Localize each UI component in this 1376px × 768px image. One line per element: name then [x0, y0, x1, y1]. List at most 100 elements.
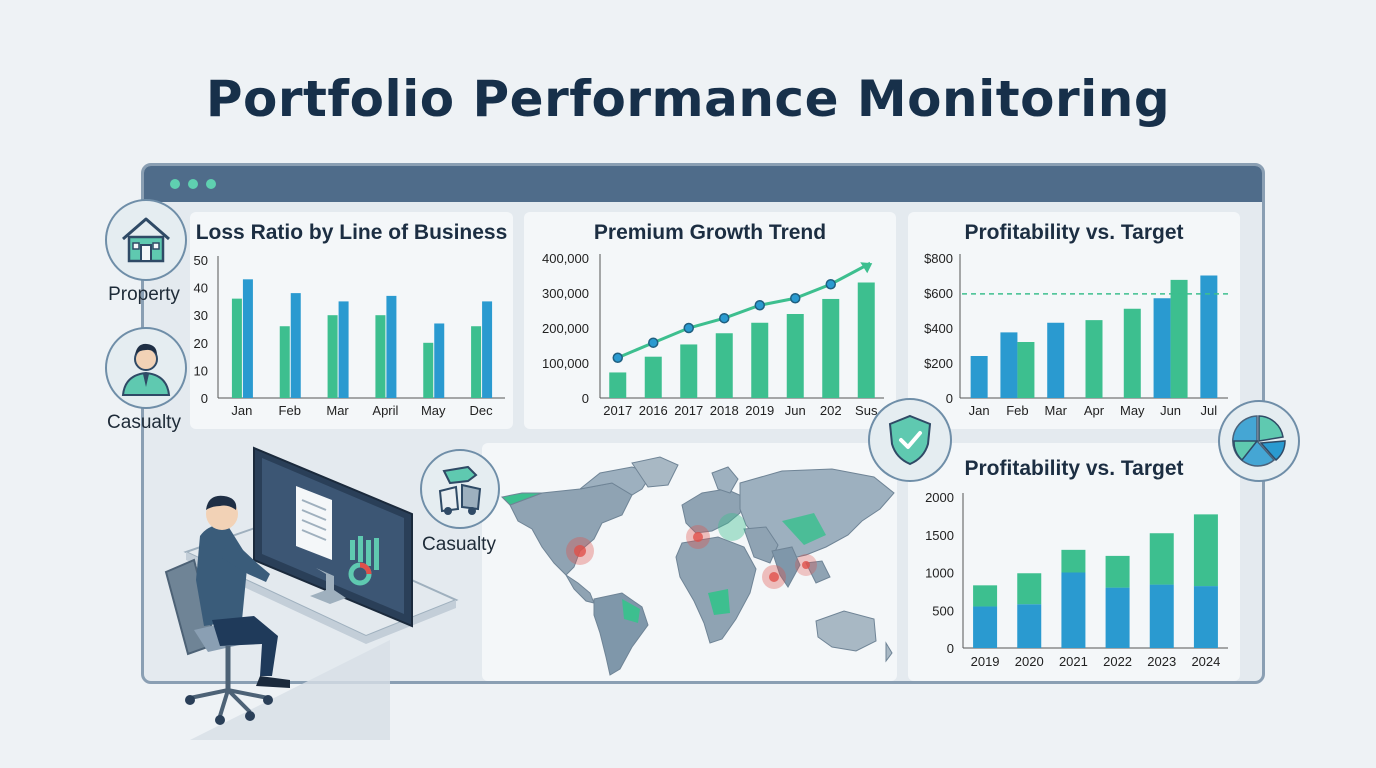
y-tick-label: 1500: [925, 528, 954, 543]
y-tick-label: 20: [194, 336, 208, 351]
map-southeast-asia: [805, 560, 831, 584]
trend-point: [648, 337, 659, 348]
map-africa: [675, 536, 757, 644]
trend-line: [617, 261, 871, 360]
bar-segment: [1193, 586, 1218, 648]
y-tick-label: 300,000: [542, 286, 589, 301]
trend-point: [719, 312, 730, 324]
map-south-america: [593, 592, 649, 676]
bar: [609, 372, 627, 398]
profitability-yearly-title: Profitability vs. Target: [964, 457, 1184, 480]
bar-segment: [1105, 555, 1130, 588]
x-tick-label: 202: [820, 403, 842, 418]
y-tick-label: 1000: [925, 566, 954, 581]
y-tick-label: $800: [924, 251, 953, 266]
x-tick-label: Mar: [1045, 403, 1068, 418]
bar-segment: [1105, 587, 1130, 648]
x-tick-label: May: [421, 403, 446, 418]
bar: [970, 356, 988, 398]
bar-segment: [973, 606, 998, 648]
y-tick-label: 40: [194, 281, 208, 296]
property-label: Property: [108, 284, 180, 305]
bar-segment: [1149, 533, 1174, 585]
x-tick-label: 2017: [674, 403, 703, 418]
map-nz: [885, 641, 893, 663]
x-tick-label: 2020: [1015, 654, 1044, 669]
bar: [1000, 332, 1018, 398]
x-tick-label: Mar: [326, 403, 349, 418]
loss-ratio-chart: 0 10 20 30 40 50 Jan Feb Mar April May Dec: [194, 253, 505, 418]
bar-segment: [1017, 604, 1042, 648]
pie-chart-icon: [1218, 400, 1300, 482]
analyst-illustration: [164, 446, 459, 740]
window-dot-icon[interactable]: [188, 179, 198, 189]
profitability-monthly-title: Profitability vs. Target: [964, 221, 1184, 244]
x-tick-label: 2021: [1059, 654, 1088, 669]
x-tick-label: 2023: [1147, 654, 1176, 669]
bar: [751, 322, 769, 398]
y-tick-label: 0: [582, 391, 589, 406]
bar: [279, 326, 290, 398]
bar: [786, 314, 804, 398]
page-title: Portfolio Performance Monitoring: [205, 70, 1171, 128]
bar: [231, 298, 242, 398]
bar: [242, 279, 253, 398]
bar: [715, 333, 733, 398]
window-dot-icon[interactable]: [206, 179, 216, 189]
bar: [680, 344, 698, 398]
y-tick-label: $400: [924, 321, 953, 336]
y-tick-label: 200,000: [542, 321, 589, 336]
map-hotspot-icon: [802, 561, 810, 569]
map-india: [771, 546, 801, 588]
bar: [857, 282, 875, 398]
x-tick-label: Jul: [1201, 403, 1218, 418]
map-greenland: [631, 456, 679, 488]
map-central-america: [565, 574, 595, 604]
bar: [644, 356, 662, 398]
monitor-stand: [310, 568, 346, 604]
profitability-yearly-chart: 0 500 1000 1500 2000 2019 2020 2021 2022 2023 2024: [925, 490, 1228, 669]
y-tick-label: $200: [924, 356, 953, 371]
bar-segment: [1193, 514, 1218, 587]
x-tick-label: 2018: [710, 403, 739, 418]
trend-point: [825, 279, 836, 290]
floor-shadow: [190, 640, 390, 740]
map-south-america-highlight: [622, 599, 640, 623]
trend-point: [754, 300, 765, 311]
premium-growth-title: Premium Growth Trend: [593, 221, 827, 244]
y-tick-label: 0: [201, 391, 208, 406]
y-tick-label: 30: [194, 308, 208, 323]
x-tick-label: Jan: [231, 403, 252, 418]
bar: [822, 298, 840, 398]
bar-segment: [1061, 549, 1086, 573]
x-tick-label: 2017: [603, 403, 632, 418]
map-hotspot-icon: [718, 513, 746, 541]
premium-growth-chart: 0 100,000 200,000 300,000 400,000 2017 2016 201…: [542, 251, 884, 418]
bar: [1017, 342, 1035, 398]
x-tick-label: Jun: [785, 403, 806, 418]
x-tick-label: Feb: [1006, 403, 1028, 418]
world-map-panel: [482, 443, 897, 681]
person-legs: [212, 616, 278, 676]
map-europe: [681, 488, 745, 534]
bar: [482, 301, 493, 398]
profitability-monthly-chart: 0 $200 $400 $600 $800 Jan Feb Mar Apr May Jun Jul: [924, 251, 1228, 418]
window-dot-icon[interactable]: [170, 179, 180, 189]
trend-point: [790, 293, 801, 304]
bar: [471, 326, 482, 398]
person-arm: [222, 536, 270, 582]
bar: [1170, 279, 1188, 398]
map-australia: [815, 610, 877, 652]
bar: [327, 315, 338, 398]
x-tick-label: Dec: [470, 403, 494, 418]
bar: [1153, 298, 1171, 398]
bar-segment: [1017, 573, 1042, 605]
x-tick-label: 2019: [971, 654, 1000, 669]
map-hotspot-icon: [769, 572, 779, 582]
bar: [375, 315, 386, 398]
map-scandinavia: [711, 466, 739, 494]
map-alaska: [500, 492, 543, 506]
bar: [434, 323, 445, 398]
bar: [423, 342, 434, 398]
map-asia-highlight: [782, 513, 826, 545]
